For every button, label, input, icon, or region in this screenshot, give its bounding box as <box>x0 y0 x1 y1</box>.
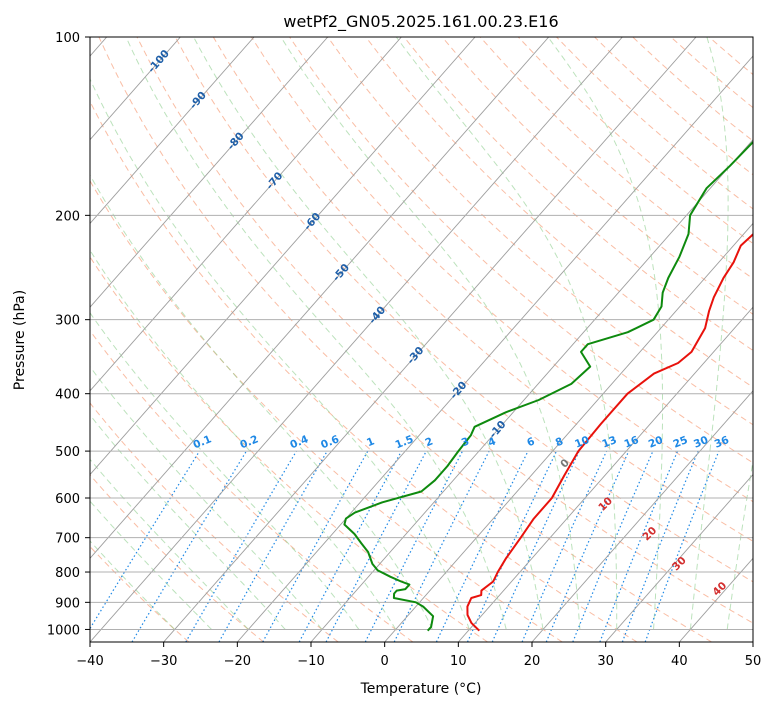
x-tick-label: 0 <box>381 654 389 669</box>
dry-adiabat-0 <box>90 545 190 642</box>
isotherm--90 <box>90 37 255 225</box>
dry-adiabat-2 <box>90 402 339 642</box>
isotherm--70 <box>90 37 402 392</box>
mixing-ratio-line-7 <box>364 450 464 642</box>
profiles <box>343 140 753 632</box>
dry-adiabat-8 <box>136 37 753 624</box>
mixing-ratio-label: 20 <box>647 434 665 451</box>
dry-adiabat-13 <box>327 37 753 426</box>
y-tick-label: 800 <box>55 566 80 581</box>
isotherm--10 <box>310 139 753 642</box>
x-tick-label: 10 <box>450 654 467 669</box>
mixing-ratio-label: 1 <box>365 435 376 449</box>
moist-adiabat-15 <box>726 458 753 630</box>
isotherm--60 <box>90 37 476 476</box>
mixing-ratio-label: 3 <box>460 435 471 449</box>
mixing-ratio-line-15 <box>599 450 679 642</box>
y-tick-label: 900 <box>55 596 80 611</box>
x-axis-label: Temperature (°C) <box>360 681 482 697</box>
moist-adiabat-8 <box>90 77 470 630</box>
mixing-ratio-line-0 <box>90 450 201 630</box>
mixing-ratio-label: 2 <box>424 435 435 449</box>
isotherm--30 <box>163 37 697 642</box>
isotherm--50 <box>90 37 550 559</box>
x-tick-label: −40 <box>76 654 103 669</box>
temperature-profile <box>466 233 753 632</box>
moist-adiabat-2 <box>90 458 249 630</box>
dry-adiabat-1 <box>90 474 264 642</box>
x-tick-label: 30 <box>597 654 614 669</box>
mixing-ratio-line-12 <box>521 450 608 642</box>
moist-adiabat-11 <box>280 37 581 630</box>
moist-adiabat-4 <box>90 366 323 630</box>
mixing-ratio-label: 8 <box>554 435 565 449</box>
dry-adiabat-11 <box>250 37 753 503</box>
mixing-ratio-line-8 <box>393 450 490 642</box>
mixing-ratio-line-4 <box>262 450 369 642</box>
mixing-ratio-line-5 <box>298 450 403 642</box>
mixing-ratio-label: 25 <box>671 434 689 451</box>
mixing-ratio-label: 10 <box>573 434 591 451</box>
moist-adiabat-5 <box>90 311 360 630</box>
plot-frame <box>89 36 754 643</box>
mixing-ratio-line-17 <box>644 450 720 642</box>
dewpoint-profile <box>343 140 753 632</box>
y-tick-label: 100 <box>55 31 80 46</box>
moist-adiabat-12 <box>395 37 618 630</box>
dry-adiabat-4 <box>90 256 488 642</box>
mixing-ratio-label: 30 <box>692 434 710 451</box>
moist-adiabat-13 <box>547 37 664 630</box>
y-tick-label: 300 <box>55 314 80 329</box>
y-tick-label: 500 <box>55 445 80 460</box>
mixing-ratio-label: 4 <box>486 435 497 449</box>
y-tick-label: 700 <box>55 532 80 547</box>
isotherm-30 <box>605 473 753 642</box>
y-tick-label: 600 <box>55 492 80 507</box>
mixing-ratio-label: 6 <box>525 435 536 449</box>
x-tick-label: −10 <box>297 654 324 669</box>
chart-title: wetPf2_GN05.2025.161.00.23.E16 <box>283 12 558 32</box>
dry-adiabat-10 <box>212 37 753 542</box>
isotherm-0 <box>384 222 753 642</box>
dry-adiabat-9 <box>174 37 753 583</box>
x-tick-label: −20 <box>224 654 251 669</box>
isotherm-10 <box>457 306 753 642</box>
moist-adiabat-9 <box>125 37 507 630</box>
x-tick-label: 40 <box>671 654 688 669</box>
mixing-ratio-label: 36 <box>713 434 731 451</box>
mixing-ratio-line-14 <box>572 450 654 642</box>
dry-adiabat-6 <box>90 100 638 642</box>
moist-adiabat-3 <box>90 414 286 630</box>
dry-adiabat-5 <box>90 179 563 642</box>
moist-adiabat-10 <box>193 37 544 630</box>
background-lines <box>90 37 753 642</box>
dry-adiabat-12 <box>289 37 753 464</box>
isotherm--100 <box>90 37 181 141</box>
moist-adiabat-14 <box>689 37 729 630</box>
y-axis: 1000 900 800 700 600 500 400 300 200 100 <box>47 31 90 638</box>
mixing-ratio-line-3 <box>218 450 328 642</box>
x-tick-label: 20 <box>524 654 541 669</box>
y-tick-label: 1000 <box>47 623 80 638</box>
isotherm-20 <box>531 390 753 642</box>
isotherm--20 <box>236 55 753 642</box>
y-tick-label: 200 <box>55 209 80 224</box>
mixing-ratio-line-13 <box>545 450 630 642</box>
mixing-ratio-label: 13 <box>600 434 618 451</box>
y-tick-label: 400 <box>55 388 80 403</box>
moist-adiabat-6 <box>90 249 397 630</box>
moist-adiabat-7 <box>90 174 433 630</box>
dry-adiabat-7 <box>98 37 712 642</box>
mixing-ratio-label: 16 <box>623 434 641 451</box>
isotherm--80 <box>90 37 329 308</box>
x-axis: −40 −30 −20 −10 0 10 20 30 40 50 <box>76 642 761 669</box>
mixing-ratio-line-16 <box>621 450 699 642</box>
y-axis-label: Pressure (hPa) <box>12 290 28 390</box>
x-tick-label: 50 <box>745 654 762 669</box>
isotherm--40 <box>90 37 623 642</box>
x-tick-label: −30 <box>150 654 177 669</box>
